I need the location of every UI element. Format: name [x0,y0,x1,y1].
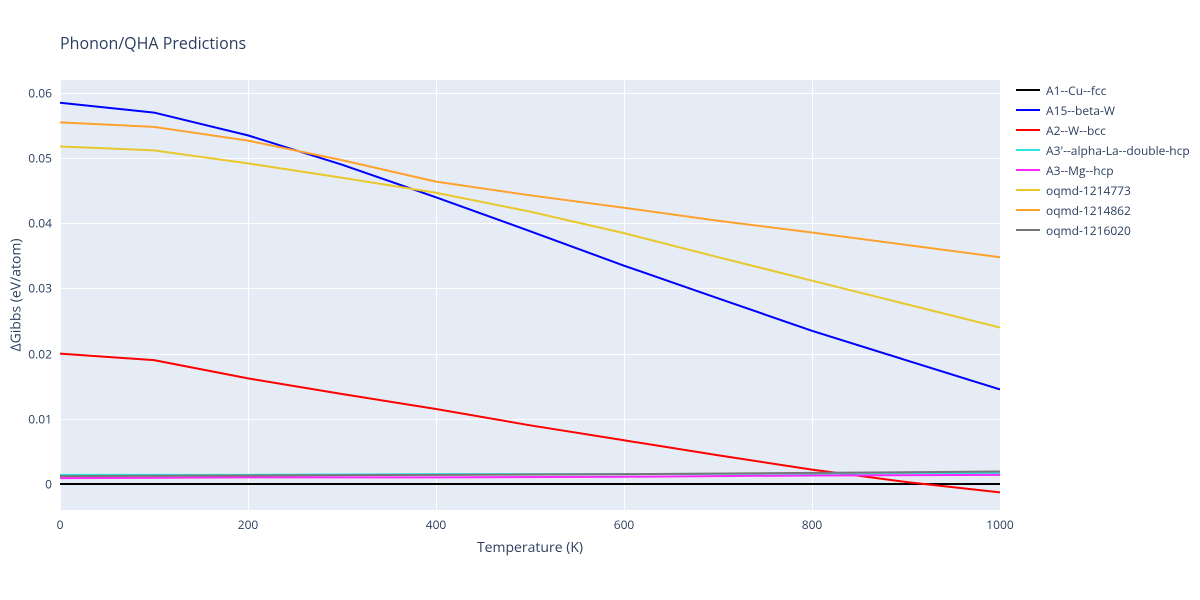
legend-swatch [1016,169,1040,171]
series-line[interactable] [60,146,1000,327]
series-line[interactable] [60,103,1000,390]
x-tick-label: 600 [614,516,635,533]
legend-label: A3--Mg--hcp [1046,162,1114,179]
legend-swatch [1016,149,1040,151]
legend-label: A1--Cu--fcc [1046,82,1106,99]
legend-item[interactable]: oqmd-1216020 [1016,220,1190,240]
y-tick-label: 0.01 [12,410,52,427]
y-tick-label: 0.04 [12,215,52,232]
legend-label: A2--W--bcc [1046,122,1106,139]
legend-item[interactable]: A15--beta-W [1016,100,1190,120]
x-axis-title: Temperature (K) [477,538,583,557]
series-line[interactable] [60,122,1000,257]
legend-item[interactable]: A2--W--bcc [1016,120,1190,140]
series-lines [60,80,1000,510]
legend-label: oqmd-1214862 [1046,202,1131,219]
legend-swatch [1016,189,1040,191]
x-tick-label: 0 [57,516,64,533]
chart-title: Phonon/QHA Predictions [60,32,246,54]
x-tick-label: 200 [238,516,259,533]
y-tick-label: 0.06 [12,85,52,102]
y-tick-label: 0.05 [12,150,52,167]
legend-label: A3'--alpha-La--double-hcp [1046,142,1190,159]
legend-label: oqmd-1214773 [1046,182,1131,199]
legend-item[interactable]: oqmd-1214862 [1016,200,1190,220]
x-tick-label: 800 [802,516,823,533]
legend-label: A15--beta-W [1046,102,1115,119]
legend-item[interactable]: oqmd-1214773 [1016,180,1190,200]
legend-swatch [1016,209,1040,211]
legend-item[interactable]: A1--Cu--fcc [1016,80,1190,100]
legend: A1--Cu--fcc A15--beta-W A2--W--bcc A3'--alp… [1016,80,1190,240]
y-axis-title: ΔGibbs (eV/atom) [7,238,26,351]
legend-swatch [1016,89,1040,91]
legend-swatch [1016,109,1040,111]
legend-swatch [1016,129,1040,131]
x-tick-label: 1000 [986,516,1013,533]
legend-item[interactable]: A3'--alpha-La--double-hcp [1016,140,1190,160]
legend-swatch [1016,229,1040,231]
legend-label: oqmd-1216020 [1046,222,1131,239]
x-tick-label: 400 [426,516,447,533]
plot-area[interactable] [60,80,1000,510]
legend-item[interactable]: A3--Mg--hcp [1016,160,1190,180]
chart-container: Phonon/QHA Predictions 0 200 400 600 800 1000… [0,0,1200,600]
y-tick-label: 0 [12,475,52,492]
